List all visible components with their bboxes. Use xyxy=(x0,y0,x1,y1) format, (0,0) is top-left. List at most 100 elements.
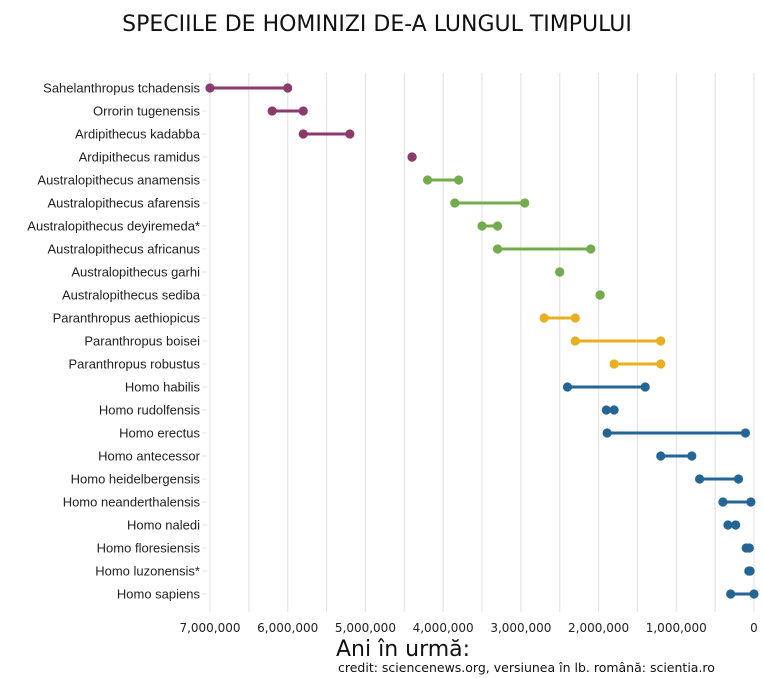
x-tick-label: 7,000,000 xyxy=(179,621,240,635)
x-tick-label: 5,000,000 xyxy=(335,621,396,635)
range-start-point xyxy=(423,175,433,185)
range-end-point xyxy=(586,244,596,254)
range-start-point xyxy=(609,359,619,369)
range-end-point xyxy=(745,566,755,576)
range-end-point xyxy=(345,129,355,139)
gridlines xyxy=(209,73,755,612)
species-range xyxy=(562,382,650,392)
range-start-point xyxy=(723,520,733,530)
species-label: Ardipithecus ramidus xyxy=(79,150,201,165)
species-range xyxy=(723,520,741,530)
range-end-point xyxy=(656,336,666,346)
range-end-point xyxy=(407,152,417,162)
species-label: Australopithecus deyiremeda* xyxy=(27,219,200,234)
species-range xyxy=(267,106,308,116)
species-range xyxy=(602,428,751,438)
species-label: Sahelanthropus tchadensis xyxy=(43,81,200,96)
species-label: Paranthropus aethiopicus xyxy=(53,311,201,326)
range-end-point xyxy=(749,589,759,599)
range-end-point xyxy=(555,267,565,277)
species-range xyxy=(595,290,605,300)
range-end-point xyxy=(744,543,754,553)
species-label: Australopithecus anamensis xyxy=(37,173,200,188)
range-start-point xyxy=(492,244,503,254)
range-start-point xyxy=(450,198,460,208)
species-range xyxy=(539,313,580,323)
x-tick-label: 3,000,000 xyxy=(490,621,551,635)
species-label: Homo neanderthalensis xyxy=(63,495,201,510)
species-range xyxy=(450,198,530,208)
x-tick-label: 0 xyxy=(750,621,758,635)
range-end-point xyxy=(740,428,751,438)
species-label: Ardipithecus kadabba xyxy=(75,127,201,142)
range-start-point xyxy=(570,336,580,346)
species-range xyxy=(555,267,565,277)
species-range xyxy=(298,129,355,139)
range-end-point xyxy=(454,175,464,185)
species-label: Australopithecus garhi xyxy=(71,265,200,280)
range-start-point xyxy=(298,129,308,139)
species-range xyxy=(744,566,755,576)
x-tick-label: 6,000,000 xyxy=(257,621,318,635)
species-label: Australopithecus afarensis xyxy=(48,196,201,211)
species-label: Homo naledi xyxy=(127,518,200,533)
range-end-point xyxy=(640,382,650,392)
range-end-point xyxy=(687,451,697,461)
chart-title: SPECIILE DE HOMINIZI DE-A LUNGUL TIMPULU… xyxy=(122,12,632,37)
species-range xyxy=(492,244,596,254)
range-end-point xyxy=(609,405,619,415)
species-range xyxy=(609,359,666,369)
x-tick-label: 1,000,000 xyxy=(646,621,707,635)
species-range xyxy=(718,497,756,507)
species-labels: Sahelanthropus tchadensis Orrorin tugenen… xyxy=(27,81,207,602)
range-start-point xyxy=(477,221,487,231)
x-tick-label: 2,000,000 xyxy=(568,621,629,635)
species-range xyxy=(695,474,744,484)
range-end-point xyxy=(283,83,293,93)
range-end-point xyxy=(520,198,530,208)
species-label: Homo floresiensis xyxy=(97,541,201,556)
range-start-point xyxy=(656,451,666,461)
range-start-point xyxy=(726,589,736,599)
species-label: Homo erectus xyxy=(119,426,200,441)
x-axis-ticks: 7,000,000 6,000,000 5,000,000 4,000,000 3,00… xyxy=(179,621,757,635)
credit-text: credit: sciencenews.org, versiunea în lb… xyxy=(338,660,715,675)
species-label: Homo luzonensis* xyxy=(95,564,200,579)
range-start-point xyxy=(205,83,215,93)
species-range xyxy=(726,589,759,599)
range-start-point xyxy=(602,428,612,438)
range-end-point xyxy=(570,313,580,323)
species-label: Orrorin tugenensis xyxy=(93,104,200,119)
species-range xyxy=(407,152,417,162)
range-end-point xyxy=(746,497,756,507)
range-start-point xyxy=(562,382,573,392)
range-end-point xyxy=(595,290,605,300)
species-label: Paranthropus boisei xyxy=(84,334,200,349)
range-start-point xyxy=(267,106,277,116)
range-end-point xyxy=(492,221,503,231)
range-end-point xyxy=(731,520,741,530)
x-tick-label: 4,000,000 xyxy=(413,621,474,635)
species-label: Australopithecus africanus xyxy=(48,242,201,257)
species-label: Homo sapiens xyxy=(117,587,201,602)
range-end-point xyxy=(298,106,308,116)
species-label: Homo habilis xyxy=(125,380,201,395)
species-range xyxy=(656,451,697,461)
species-label: Australopithecus sediba xyxy=(62,288,201,303)
species-range xyxy=(601,405,619,415)
range-end-point xyxy=(733,474,744,484)
range-start-point xyxy=(718,497,728,507)
species-label: Homo rudolfensis xyxy=(99,403,201,418)
species-label: Homo antecessor xyxy=(98,449,201,464)
species-range xyxy=(570,336,666,346)
range-start-point xyxy=(601,405,611,415)
species-ranges xyxy=(205,83,759,599)
x-axis-label: Ani în urmă: xyxy=(336,637,470,662)
range-end-point xyxy=(656,359,666,369)
species-range xyxy=(205,83,293,93)
species-label: Paranthropus robustus xyxy=(68,357,200,372)
range-start-point xyxy=(695,474,705,484)
range-start-point xyxy=(539,313,549,323)
species-range xyxy=(741,543,754,553)
